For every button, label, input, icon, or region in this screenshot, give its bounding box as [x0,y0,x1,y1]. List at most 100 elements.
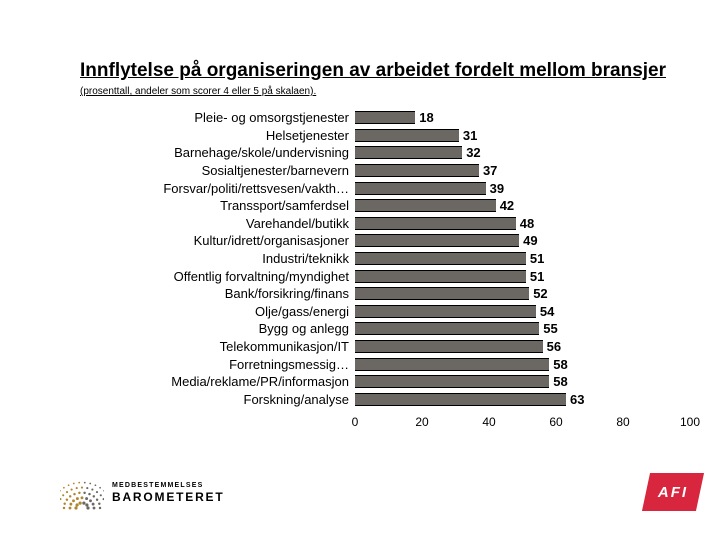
slide-subtitle: (prosenttall, andeler som scorer 4 eller… [80,86,690,97]
bar [355,358,549,371]
x-tick: 0 [352,415,359,429]
value-label: 52 [533,287,547,300]
value-label: 18 [419,111,433,124]
bar [355,111,415,124]
afi-logo-text: AFI [658,484,688,501]
category-label: Bygg og anlegg [80,322,355,335]
bar-cell: 42 [355,197,690,215]
value-label: 55 [543,322,557,335]
bar [355,393,566,406]
bar-cell: 58 [355,373,690,391]
bar-cell: 32 [355,144,690,162]
category-label: Sosialtjenester/barnevern [80,164,355,177]
category-label: Olje/gass/energi [80,305,355,318]
x-tick: 100 [680,415,700,429]
brand-line2: BAROMETERET [112,491,224,503]
category-label: Kultur/idrett/organisasjoner [80,234,355,247]
value-label: 32 [466,146,480,159]
bar-row: Olje/gass/energi 54 [80,303,690,321]
bar [355,340,543,353]
bar-cell: 58 [355,355,690,373]
bar-row: Telekommunikasjon/IT 56 [80,338,690,356]
bar-cell: 49 [355,232,690,250]
bar [355,322,539,335]
slide: Innflytelse på organiseringen av arbeide… [0,0,720,540]
category-label: Helsetjenester [80,129,355,142]
bar [355,234,519,247]
x-axis: 020406080100 [355,409,690,439]
brand-logo: MEDBESTEMMELSES BAROMETERET [60,470,224,514]
bar-row: Helsetjenester 31 [80,127,690,145]
bar [355,287,529,300]
bars-container: Pleie- og omsorgstjenester 18 Helsetjenest… [80,109,690,409]
value-label: 56 [547,340,561,353]
x-tick: 40 [482,415,495,429]
bar-row: Sosialtjenester/barnevern 37 [80,162,690,180]
value-label: 42 [500,199,514,212]
bar [355,199,496,212]
bar-cell: 37 [355,162,690,180]
category-label: Offentlig forvaltning/myndighet [80,270,355,283]
bar-cell: 55 [355,320,690,338]
category-label: Forsvar/politi/rettsvesen/vakth… [80,182,355,195]
burst-icon [60,470,104,514]
value-label: 39 [490,182,504,195]
bar-cell: 31 [355,127,690,145]
x-tick: 60 [549,415,562,429]
bar-row: Varehandel/butikk48 [80,215,690,233]
value-label: 58 [553,375,567,388]
bar-row: Industri/teknikk 51 [80,250,690,268]
bar-row: Barnehage/skole/undervisning 32 [80,144,690,162]
value-label: 31 [463,129,477,142]
bar [355,270,526,283]
bar-cell: 54 [355,303,690,321]
bar-cell: 39 [355,179,690,197]
bar-cell: 56 [355,338,690,356]
bar-cell: 48 [355,215,690,233]
footer: MEDBESTEMMELSES BAROMETERET AFI [0,464,720,520]
bar-row: Forretningsmessig… 58 [80,355,690,373]
category-label: Bank/forsikring/finans [80,287,355,300]
category-label: Forretningsmessig… [80,358,355,371]
value-label: 51 [530,270,544,283]
bar-row: Kultur/idrett/organisasjoner 49 [80,232,690,250]
bar-row: Bank/forsikring/finans 52 [80,285,690,303]
value-label: 51 [530,252,544,265]
x-tick: 80 [616,415,629,429]
value-label: 49 [523,234,537,247]
category-label: Industri/teknikk [80,252,355,265]
brand-text: MEDBESTEMMELSES BAROMETERET [112,482,224,503]
category-label: Media/reklame/PR/informasjon [80,375,355,388]
category-label: Telekommunikasjon/IT [80,340,355,353]
category-label: Varehandel/butikk [80,217,355,230]
bar-row: Transsport/samferdsel 42 [80,197,690,215]
bar [355,217,516,230]
bar-chart: Pleie- og omsorgstjenester 18 Helsetjenest… [80,109,690,439]
bar-row: Forskning/analyse63 [80,391,690,409]
bar-cell: 18 [355,109,690,127]
value-label: 58 [553,358,567,371]
value-label: 63 [570,393,584,406]
bar [355,252,526,265]
bar-row: Offentlig forvaltning/myndighet 51 [80,267,690,285]
bar [355,375,549,388]
bar-row: Bygg og anlegg 55 [80,320,690,338]
value-label: 54 [540,305,554,318]
brand-line1: MEDBESTEMMELSES [112,482,224,489]
bar [355,129,459,142]
bar-cell: 51 [355,267,690,285]
x-tick: 20 [415,415,428,429]
bar-row: Forsvar/politi/rettsvesen/vakth… 39 [80,179,690,197]
category-label: Transsport/samferdsel [80,199,355,212]
bar-cell: 52 [355,285,690,303]
value-label: 37 [483,164,497,177]
bar [355,146,462,159]
category-label: Pleie- og omsorgstjenester [80,111,355,124]
bar [355,305,536,318]
bar-row: Pleie- og omsorgstjenester 18 [80,109,690,127]
afi-logo: AFI [642,473,704,511]
bar-row: Media/reklame/PR/informasjon 58 [80,373,690,391]
bar-cell: 63 [355,391,690,409]
bar [355,164,479,177]
category-label: Barnehage/skole/undervisning [80,146,355,159]
